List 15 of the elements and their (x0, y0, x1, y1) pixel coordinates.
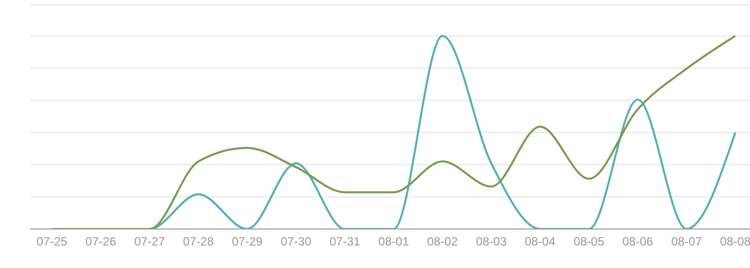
x-tick-label: 07-30 (280, 234, 312, 249)
x-tick-label: 07-31 (329, 234, 361, 249)
x-tick-label: 07-26 (85, 234, 116, 249)
x-tick-label: 08-05 (574, 234, 605, 249)
x-tick-label: 07-27 (134, 234, 166, 249)
x-tick-label: 08-07 (671, 234, 702, 249)
x-tick-label: 08-08 (720, 234, 750, 249)
x-tick-label: 07-29 (232, 234, 263, 249)
x-tick-label: 07-25 (36, 234, 68, 249)
x-tick-label: 08-03 (476, 234, 507, 249)
x-tick-label: 08-06 (622, 234, 654, 249)
x-tick-label: 08-01 (378, 234, 410, 249)
x-tick-label: 08-04 (524, 234, 556, 249)
x-tick-label: 08-02 (427, 234, 458, 249)
x-tick-label: 07-28 (183, 234, 214, 249)
